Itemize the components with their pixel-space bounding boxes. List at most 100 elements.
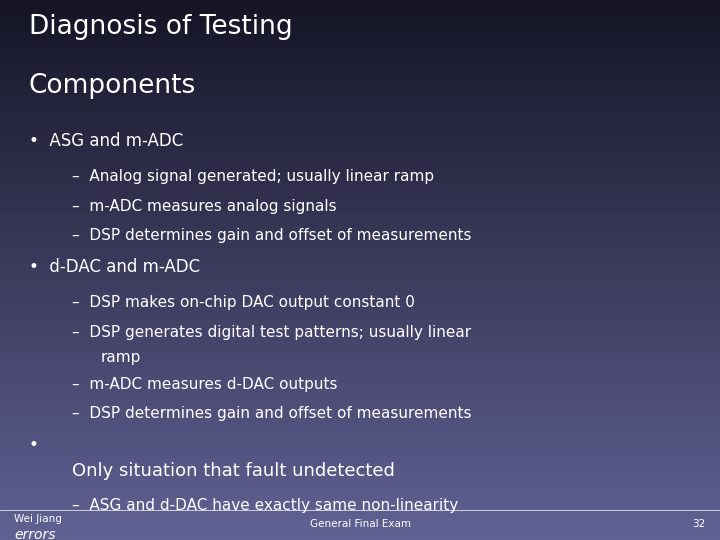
Bar — [0, 451, 720, 454]
Bar — [0, 489, 720, 491]
Bar — [0, 273, 720, 275]
Bar — [0, 378, 720, 381]
Bar — [0, 354, 720, 356]
Bar — [0, 456, 720, 459]
Bar — [0, 278, 720, 281]
Bar — [0, 89, 720, 92]
Bar — [0, 491, 720, 494]
Bar — [0, 116, 720, 119]
Bar — [0, 78, 720, 81]
Bar — [0, 8, 720, 11]
Bar — [0, 24, 720, 27]
Bar — [0, 251, 720, 254]
Bar — [0, 389, 720, 392]
Bar — [0, 500, 720, 502]
Bar — [0, 27, 720, 30]
Bar — [0, 267, 720, 270]
Text: –  m-ADC measures analog signals: – m-ADC measures analog signals — [72, 199, 337, 214]
Text: –  DSP makes on-chip DAC output constant 0: – DSP makes on-chip DAC output constant … — [72, 295, 415, 310]
Text: 32: 32 — [693, 519, 706, 530]
Bar — [0, 286, 720, 289]
Bar — [0, 410, 720, 413]
Bar — [0, 0, 720, 3]
Bar — [0, 508, 720, 510]
Bar — [0, 148, 720, 151]
Bar — [0, 321, 720, 324]
Bar — [0, 400, 720, 402]
Bar — [0, 246, 720, 248]
Bar — [0, 76, 720, 78]
Bar — [0, 22, 720, 24]
Bar — [0, 310, 720, 313]
Bar — [0, 135, 720, 138]
Bar — [0, 281, 720, 284]
Bar — [0, 373, 720, 375]
Bar — [0, 230, 720, 232]
Bar — [0, 240, 720, 243]
Bar — [0, 143, 720, 146]
Bar — [0, 421, 720, 424]
Text: –  m-ADC measures d-DAC outputs: – m-ADC measures d-DAC outputs — [72, 376, 338, 392]
Bar — [0, 437, 720, 440]
Bar — [0, 59, 720, 62]
Bar — [0, 308, 720, 310]
Bar — [0, 413, 720, 416]
Bar — [0, 105, 720, 108]
Bar — [0, 432, 720, 435]
Bar — [0, 284, 720, 286]
Bar — [0, 383, 720, 386]
Bar — [0, 186, 720, 189]
Bar — [0, 513, 720, 516]
Text: Wei Jiang: Wei Jiang — [14, 514, 62, 524]
Bar — [0, 535, 720, 537]
Bar — [0, 256, 720, 259]
Bar — [0, 364, 720, 367]
Bar — [0, 254, 720, 256]
Bar — [0, 443, 720, 445]
Bar — [0, 211, 720, 213]
Bar — [0, 16, 720, 19]
Bar — [0, 481, 720, 483]
Bar — [0, 505, 720, 508]
Bar — [0, 524, 720, 526]
Bar — [0, 405, 720, 408]
Bar — [0, 448, 720, 451]
Bar — [0, 70, 720, 73]
Text: •: • — [29, 436, 39, 454]
Bar — [0, 122, 720, 124]
Bar — [0, 43, 720, 46]
Bar — [0, 221, 720, 224]
Bar — [0, 184, 720, 186]
Bar — [0, 459, 720, 462]
Bar — [0, 483, 720, 486]
Bar — [0, 424, 720, 427]
Bar — [0, 202, 720, 205]
Text: errors: errors — [14, 528, 56, 540]
Bar — [0, 5, 720, 8]
Text: ramp: ramp — [101, 350, 141, 365]
Bar — [0, 427, 720, 429]
Bar — [0, 302, 720, 305]
Bar — [0, 151, 720, 154]
Bar — [0, 3, 720, 5]
Bar — [0, 189, 720, 192]
Bar — [0, 86, 720, 89]
Bar — [0, 351, 720, 354]
Bar — [0, 362, 720, 364]
Bar — [0, 46, 720, 49]
Bar — [0, 235, 720, 238]
Bar — [0, 478, 720, 481]
Bar — [0, 200, 720, 202]
Text: •  d-DAC and m-ADC: • d-DAC and m-ADC — [29, 258, 200, 276]
Text: –  ASG and d-DAC have exactly same non-linearity: – ASG and d-DAC have exactly same non-li… — [72, 498, 458, 514]
Bar — [0, 464, 720, 467]
Bar — [0, 497, 720, 500]
Bar — [0, 192, 720, 194]
Bar — [0, 94, 720, 97]
Bar — [0, 297, 720, 300]
Bar — [0, 238, 720, 240]
Bar — [0, 243, 720, 246]
Bar — [0, 329, 720, 332]
Bar — [0, 35, 720, 38]
Bar — [0, 224, 720, 227]
